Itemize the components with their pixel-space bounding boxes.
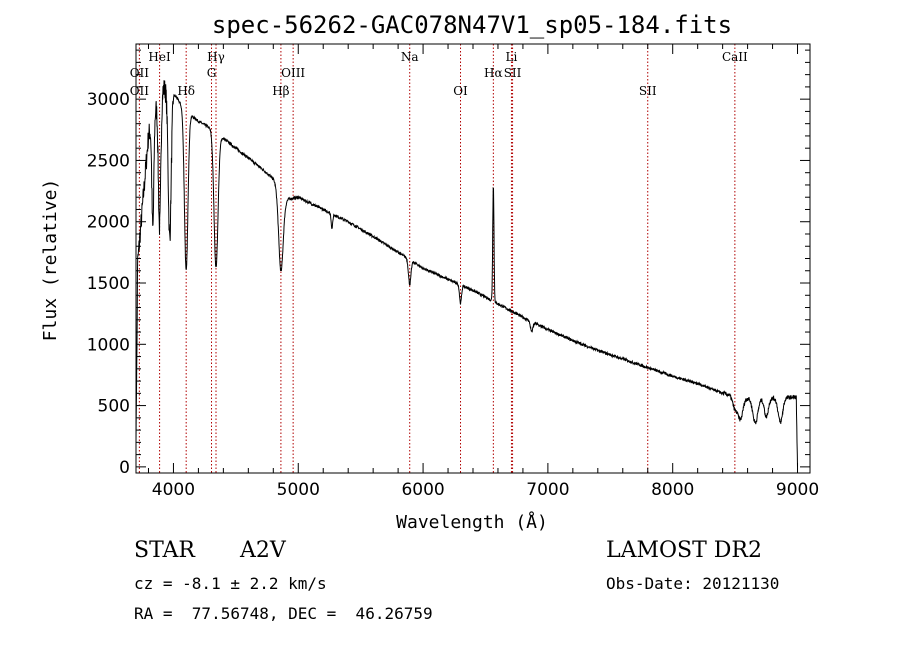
- coordinates: RA = 77.56748, DEC = 46.26759: [134, 604, 433, 623]
- line-label: OII: [130, 84, 150, 98]
- y-tick-label: 2500: [87, 151, 130, 171]
- y-tick-label: 1500: [87, 274, 130, 294]
- y-tick-label: 3000: [87, 90, 130, 110]
- line-label: SII: [504, 66, 522, 80]
- line-label: Li: [506, 50, 518, 64]
- line-label: G: [207, 66, 217, 80]
- chart-title: spec-56262-GAC078N47V1_sp05-184.fits: [212, 11, 732, 39]
- y-tick-label: 2000: [87, 213, 130, 233]
- x-tick-label: 6000: [401, 480, 444, 500]
- line-label: OIII: [281, 66, 305, 80]
- line-label: SII: [639, 84, 657, 98]
- line-label: OI: [453, 84, 468, 98]
- survey-name: LAMOST DR2: [606, 538, 762, 563]
- line-label: CaII: [722, 50, 748, 64]
- line-label: Hγ: [207, 50, 225, 64]
- line-label: OII: [130, 66, 150, 80]
- redshift-cz: cz = -8.1 ± 2.2 km/s: [134, 574, 327, 593]
- x-axis-label: Wavelength (Å): [396, 511, 548, 533]
- x-tick-label: 7000: [526, 480, 569, 500]
- x-tick-label: 8000: [651, 480, 694, 500]
- line-label: Hα: [484, 66, 503, 80]
- line-label: Hδ: [177, 84, 195, 98]
- object-subclass: A2V: [240, 538, 286, 563]
- x-tick-label: 9000: [776, 480, 819, 500]
- line-label: Na: [401, 50, 419, 64]
- y-tick-label: 1000: [87, 335, 130, 355]
- x-tick-label: 4000: [152, 480, 195, 500]
- spectrum-line: [135, 80, 798, 467]
- observation-date: Obs-Date: 20121130: [606, 574, 780, 593]
- object-type: STAR: [134, 538, 195, 563]
- x-tick-label: 5000: [277, 480, 320, 500]
- plot-frame: [135, 43, 811, 474]
- line-label: Hβ: [272, 84, 289, 98]
- y-tick-label: 500: [98, 397, 130, 417]
- line-label: HeI: [148, 50, 171, 64]
- y-axis-label: Flux (relative): [40, 179, 61, 342]
- y-tick-label: 0: [119, 458, 130, 478]
- axis-ticks: 4000 5000 6000 7000 8000 9000 0 500 1000 1500 2000…: [87, 44, 819, 500]
- line-markers: [138, 44, 736, 473]
